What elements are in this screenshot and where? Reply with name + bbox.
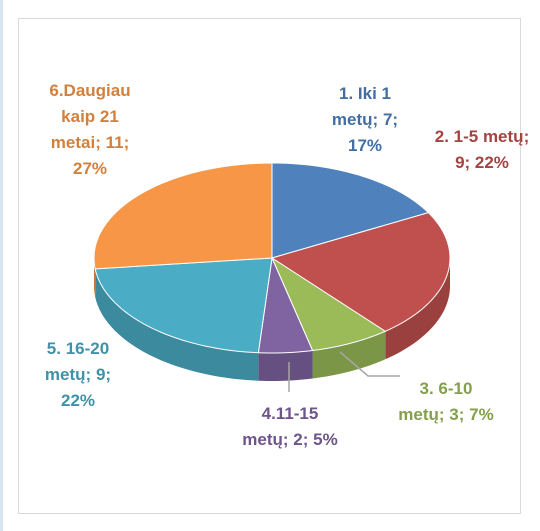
pie-side xyxy=(258,350,313,381)
value-label: 2; 5% xyxy=(293,430,338,449)
category-label: 2. 1-5 metų xyxy=(435,127,529,146)
leader-line xyxy=(339,351,400,377)
data-label: 6.Daugiau kaip 21 metai 11; 27% xyxy=(49,78,131,182)
data-label: 2. 1-5 metų 9; 22% xyxy=(434,124,530,176)
data-label: 3. 6-10 metų 3; 7% xyxy=(398,376,494,428)
pie-side xyxy=(385,258,450,360)
pie-side xyxy=(312,331,386,379)
chart-frame xyxy=(18,18,521,514)
data-label: 1. Iki 1 metų 7; 17% xyxy=(317,81,413,159)
value-label: 11; 27% xyxy=(72,133,130,178)
data-label: 5. 16-20 metų 9; 22% xyxy=(30,336,126,414)
value-label: 3; 7% xyxy=(449,405,494,424)
pie-slice xyxy=(270,212,451,332)
pie-slice xyxy=(93,162,273,270)
pie-slice xyxy=(271,162,430,259)
value-label: 7; 17% xyxy=(347,110,399,155)
pie-tops xyxy=(93,162,451,354)
value-label: 9; 22% xyxy=(60,365,112,410)
data-label: 4.11-15 metų 2; 5% xyxy=(242,401,338,453)
pie-side xyxy=(95,268,259,381)
value-label: 9; 22% xyxy=(455,153,509,172)
pie-sides xyxy=(94,258,450,381)
pie-slice xyxy=(94,257,273,354)
edge xyxy=(0,0,3,531)
pie-slice xyxy=(257,256,314,354)
pie-slice xyxy=(270,256,387,352)
